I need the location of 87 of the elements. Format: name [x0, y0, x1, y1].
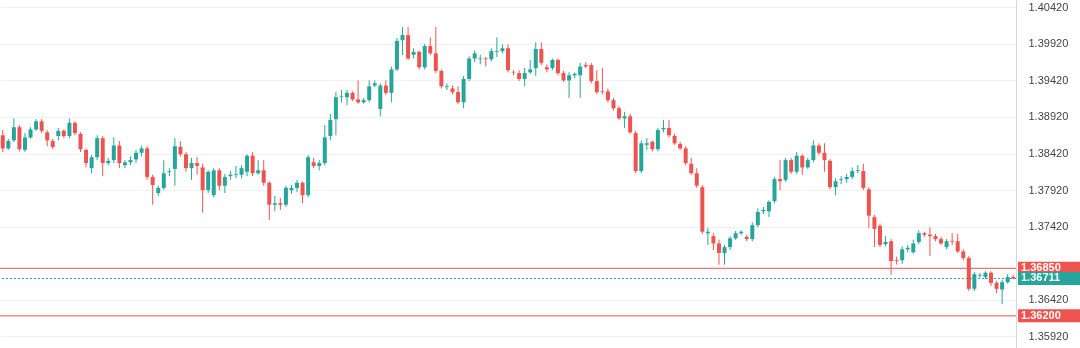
- y-tick-label: 1.39920: [1028, 37, 1069, 50]
- candlestick: [89, 154, 94, 174]
- candlestick: [750, 221, 755, 242]
- candlestick: [383, 79, 388, 96]
- y-tick-label: 1.37420: [1028, 220, 1069, 233]
- candlestick: [716, 239, 721, 266]
- candlestick: [877, 223, 882, 248]
- y-tick-label: 1.36420: [1028, 293, 1069, 306]
- candlestick: [389, 66, 394, 103]
- candlestick: [483, 56, 488, 68]
- candlestick: [872, 214, 877, 248]
- candlestick: [522, 67, 527, 87]
- candlestick: [839, 175, 844, 185]
- candlestick: [467, 55, 472, 82]
- candlestick: [233, 165, 238, 179]
- y-tick-label: 1.39420: [1028, 73, 1069, 86]
- candlestick: [811, 139, 816, 163]
- candlestick: [206, 169, 211, 194]
- candlestick: [461, 75, 466, 109]
- candlestick: [800, 153, 805, 176]
- candlestick: [950, 232, 955, 246]
- ref-line-label: 1.36711: [1021, 271, 1061, 284]
- candlestick: [117, 140, 122, 169]
- y-tick-label: 1.35920: [1028, 329, 1069, 342]
- candlestick: [861, 163, 866, 191]
- candlestick: [406, 26, 411, 61]
- candlestick: [444, 82, 449, 91]
- candlestick: [356, 79, 361, 105]
- candlestick: [722, 244, 727, 266]
- candlestick: [417, 49, 422, 70]
- candlestick: [422, 43, 427, 70]
- ref-line-label: 1.36850: [1021, 261, 1061, 274]
- candlestick: [783, 157, 788, 183]
- candlestick: [22, 132, 27, 153]
- candlestick: [694, 167, 699, 189]
- candlestick: [195, 156, 200, 176]
- candlestick: [667, 119, 672, 138]
- y-tick-label: 1.38420: [1028, 147, 1069, 160]
- candlestick: [755, 207, 760, 228]
- candlestick: [766, 199, 771, 218]
- candlestick: [955, 233, 960, 254]
- candlestick: [0, 129, 5, 153]
- y-tick-label: 1.40420: [1028, 0, 1069, 13]
- candlestick: [367, 79, 372, 103]
- ref-line-label: 1.36200: [1021, 308, 1061, 321]
- candlestick: [533, 41, 538, 77]
- candlestick: [433, 26, 438, 74]
- candlestick: [150, 174, 155, 206]
- candlestick: [217, 167, 222, 191]
- candlestick: [655, 127, 660, 152]
- candlestick: [567, 71, 572, 99]
- candlestick: [172, 137, 177, 187]
- candlestick: [439, 68, 444, 89]
- candlestick: [822, 142, 827, 173]
- y-tick-label: 1.37920: [1028, 183, 1069, 196]
- candlestick: [250, 151, 255, 177]
- candlestick: [222, 173, 227, 194]
- candlestick: [794, 151, 799, 175]
- candlestick: [295, 179, 300, 193]
- y-tick-label: 1.38920: [1028, 110, 1069, 123]
- candlestick: [111, 136, 116, 164]
- candlestick: [772, 176, 777, 204]
- candlestick: [11, 117, 16, 143]
- candlestick: [683, 145, 688, 166]
- candlestick: [122, 159, 127, 169]
- candlestick: [183, 151, 188, 173]
- candlestick: [78, 131, 83, 153]
- candlestick: [378, 82, 383, 117]
- candlestick: [200, 163, 205, 214]
- candlestick: [161, 159, 166, 191]
- candlestick: [189, 157, 194, 181]
- candlestick: [267, 180, 272, 221]
- candlestick: [400, 26, 405, 56]
- candlestick: [517, 69, 522, 82]
- candlestick: [17, 124, 22, 152]
- candlestick: [628, 113, 633, 135]
- candlestick: [539, 41, 544, 66]
- candlestick: [506, 44, 510, 73]
- candlestick: [84, 147, 89, 168]
- candlestick: [261, 159, 266, 187]
- candlestick: [300, 180, 305, 204]
- candlestick: [494, 36, 499, 58]
- candlestick: [134, 149, 139, 164]
- candlestick: [95, 134, 100, 161]
- candlestick: [328, 113, 333, 141]
- candlestick: [67, 117, 72, 139]
- candlestick: [333, 91, 338, 136]
